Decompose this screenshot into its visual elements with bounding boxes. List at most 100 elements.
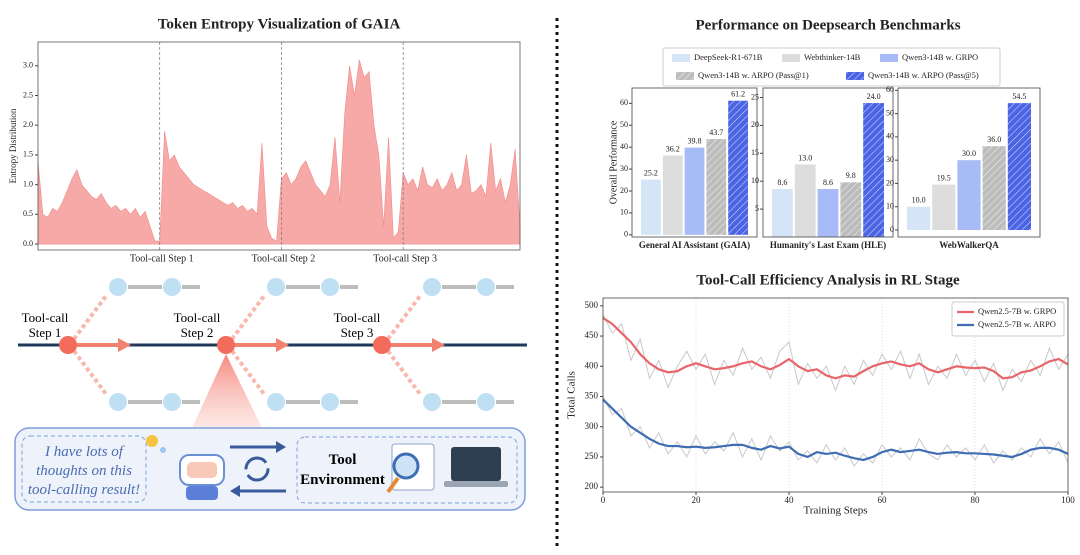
value-label: 36.2 xyxy=(666,144,680,153)
bubble-icon xyxy=(160,447,166,453)
y-tick-label: 30 xyxy=(620,164,628,173)
category-label: Humanity's Last Exam (HLE) xyxy=(770,240,886,250)
legend-label: Webthinker-14B xyxy=(804,52,861,62)
plot-frame xyxy=(602,297,1069,493)
step-label: Tool-call Step 2 xyxy=(173,310,221,340)
value-label: 10.0 xyxy=(912,196,926,205)
chart-title: Token Entropy Visualization of GAIA xyxy=(158,16,401,32)
branch-node xyxy=(423,393,441,411)
exchange-arrows xyxy=(230,441,286,497)
branch-arrow xyxy=(72,294,108,341)
y-tick-label: 3.0 xyxy=(23,61,33,70)
legend-label: DeepSeek-R1-671B xyxy=(694,52,763,62)
value-label: 43.7 xyxy=(709,128,723,137)
y-tick-label: 250 xyxy=(585,451,599,461)
value-label: 9.8 xyxy=(846,171,856,180)
environment-box xyxy=(296,436,518,504)
step-node xyxy=(59,336,77,354)
panel-frame xyxy=(631,87,758,238)
handle xyxy=(386,476,400,494)
y-tick-label: 300 xyxy=(585,421,599,431)
y-tick-label: 40 xyxy=(886,132,894,141)
step-label: Tool-call Step 1 xyxy=(21,310,69,340)
x-tick-label: 80 xyxy=(971,495,981,505)
chart-title: Tool-Call Efficiency Analysis in RL Stag… xyxy=(696,272,960,288)
arrowhead xyxy=(230,485,240,497)
y-tick-label: 20 xyxy=(751,120,759,129)
legend-label: Qwen2.5-7B w. GRPO xyxy=(978,306,1056,316)
y-tick-label: 400 xyxy=(585,360,599,370)
base xyxy=(444,481,508,487)
lens xyxy=(392,452,420,480)
value-label: 30.0 xyxy=(962,149,976,158)
y-tick-label: 450 xyxy=(585,330,599,340)
bar xyxy=(932,184,956,231)
y-tick-label: 30 xyxy=(886,155,894,164)
bar xyxy=(706,139,727,235)
value-label: 36.0 xyxy=(987,135,1001,144)
legend-swatch xyxy=(846,72,864,80)
branch-node xyxy=(163,278,181,296)
bar xyxy=(863,103,884,237)
x-tick-label: 20 xyxy=(692,495,702,505)
arrowhead xyxy=(276,441,286,453)
y-tick-label: 50 xyxy=(620,120,628,129)
branch-node xyxy=(163,393,181,411)
value-label: 54.5 xyxy=(1012,92,1026,101)
legend-swatch xyxy=(782,54,800,62)
legend-box xyxy=(951,301,1065,337)
legend-swatch xyxy=(672,54,690,62)
y-tick-label: 10 xyxy=(751,176,759,185)
branch-arrow xyxy=(72,349,108,396)
branch-node xyxy=(477,393,495,411)
y-tick-label: 2.0 xyxy=(23,120,33,129)
legend-label: Qwen2.5-7B w. ARPO xyxy=(978,319,1056,329)
y-tick-label: 0.5 xyxy=(23,209,33,218)
bar xyxy=(1007,103,1031,231)
branch-arrow xyxy=(230,349,266,396)
bar xyxy=(957,160,981,231)
series-line xyxy=(602,317,1069,380)
y-tick-label: 15 xyxy=(751,148,759,157)
bulb-icon xyxy=(146,435,158,447)
bar xyxy=(728,100,748,235)
entropy-area xyxy=(37,59,521,245)
legend-swatch xyxy=(676,72,694,80)
step-label: Tool-call Step 2 xyxy=(252,253,316,264)
category-label: General AI Assistant (GAIA) xyxy=(639,240,750,250)
panel-frame xyxy=(762,87,894,238)
bar xyxy=(907,206,931,231)
step-label: Tool-call Step 3 xyxy=(373,253,437,264)
y-tick-label: 60 xyxy=(886,85,894,94)
bar xyxy=(982,146,1006,231)
value-label: 19.5 xyxy=(937,173,951,182)
arrowhead xyxy=(276,338,289,352)
branch-node xyxy=(109,278,127,296)
robot-face xyxy=(187,462,217,478)
y-tick-label: 5 xyxy=(755,204,759,213)
y-tick-label: 10 xyxy=(620,208,628,217)
robot-icon xyxy=(179,454,225,500)
branch-arrow xyxy=(386,294,422,341)
arrowhead xyxy=(432,338,445,352)
plot-frame xyxy=(37,41,521,251)
x-axis-label: Training Steps xyxy=(803,505,867,517)
legend-label: Qwen3-14B w. ARPO (Pass@1) xyxy=(698,70,809,80)
x-tick-label: 40 xyxy=(785,495,795,505)
branch-node xyxy=(109,393,127,411)
y-tick-label: 2.5 xyxy=(23,90,33,99)
value-label: 39.8 xyxy=(688,136,702,145)
arrowhead xyxy=(118,338,131,352)
y-axis-label: Entropy Distribution xyxy=(8,108,18,183)
y-tick-label: 25 xyxy=(751,92,759,101)
robot-body xyxy=(186,486,218,500)
screen xyxy=(451,447,501,481)
branch-arrow xyxy=(230,294,266,341)
y-tick-label: 1.0 xyxy=(23,179,33,188)
y-tick-label: 60 xyxy=(620,98,628,107)
value-label: 61.2 xyxy=(731,90,745,99)
series-line xyxy=(602,398,1069,462)
y-tick-label: 0 xyxy=(624,230,628,239)
